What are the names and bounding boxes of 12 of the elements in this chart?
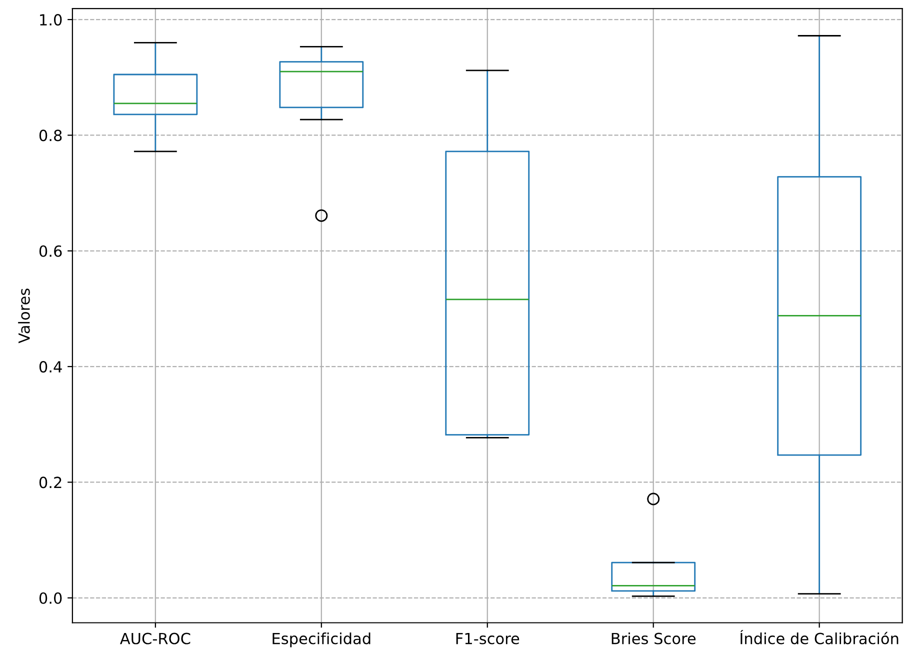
y-tick-label: 0.4 (39, 361, 62, 373)
y-axis-title: Valores (18, 288, 30, 344)
y-tick-label: 0.2 (39, 476, 62, 488)
y-tick-label: 1.0 (40, 14, 62, 26)
x-tick-label: F1-score (456, 632, 520, 644)
x-tick-label: AUC-ROC (120, 632, 190, 644)
x-tick-label: Especificidad (272, 632, 370, 648)
y-tick-label: 0.6 (39, 245, 62, 257)
x-tick-label: Bries Score (612, 632, 696, 644)
y-tick-label: 0.8 (39, 130, 62, 142)
y-tick-label: 0.0 (39, 592, 62, 604)
x-tick-label: Índice de Calibración (740, 630, 898, 644)
